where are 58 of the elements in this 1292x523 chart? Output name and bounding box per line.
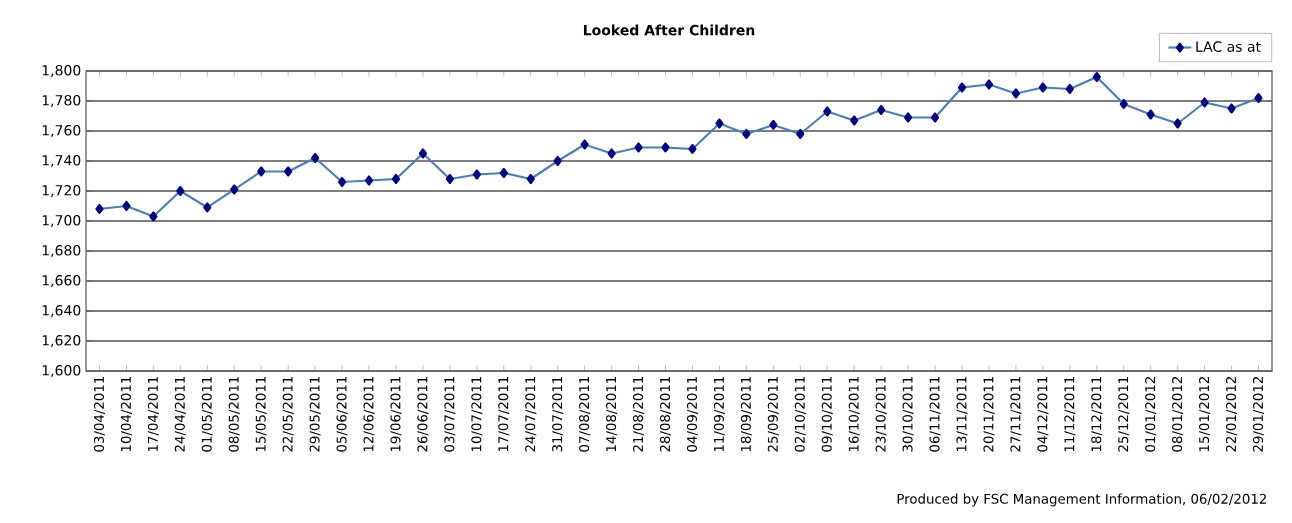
legend-label: LAC as at [1196,41,1261,52]
x-tick-label: 09/10/2011 [821,376,833,452]
x-tick-label: 08/05/2011 [228,376,240,452]
x-tick-label: 14/08/2011 [606,376,618,452]
y-tick-label: 1,780 [42,94,81,107]
x-tick-label: 11/09/2011 [713,376,725,452]
y-tick-label: 1,680 [42,244,81,257]
x-tick-label: 05/06/2011 [336,376,348,452]
y-tick-label: 1,620 [42,334,81,347]
y-tick-label: 1,700 [42,214,81,227]
x-tick-label: 24/04/2011 [174,376,186,452]
y-tick-label: 1,600 [42,364,81,377]
x-tick-label: 08/01/2012 [1172,377,1184,452]
x-tick-label: 28/08/2011 [659,376,672,452]
x-tick-label: 29/05/2011 [309,376,321,452]
x-tick-label: 20/11/2011 [983,376,995,452]
x-tick-label: 21/08/2011 [632,376,645,452]
x-tick-label: 22/05/2011 [282,376,294,452]
y-tick-label: 1,760 [42,124,81,137]
x-tick-label: 25/09/2011 [767,376,779,452]
x-tick-label: 18/09/2011 [740,376,752,452]
x-tick-label: 03/04/2011 [93,376,106,452]
x-tick-label: 25/12/2011 [1118,376,1130,452]
x-tick-label: 18/12/2011 [1091,376,1103,452]
x-tick-label: 01/01/2012 [1145,377,1157,452]
x-tick-label: 24/07/2011 [525,376,537,452]
x-tick-label: 11/12/2011 [1064,376,1076,452]
y-tick-label: 1,660 [42,274,81,287]
y-tick-label: 1,800 [42,64,81,77]
x-tick-label: 29/01/2012 [1252,377,1265,452]
x-tick-label: 03/07/2011 [444,376,456,452]
x-tick-label: 15/01/2012 [1199,377,1211,452]
x-tick-label: 04/09/2011 [686,376,699,452]
x-tick-label: 07/08/2011 [579,376,591,452]
text: Produced by FSC Management Information, 06/02/2012 [897,493,1266,507]
y-tick-label: 1,740 [42,154,81,167]
x-tick-label: 12/06/2011 [363,376,375,452]
y-tick-label: 1,640 [42,304,81,317]
x-tick-label: 02/10/2011 [794,376,806,452]
x-tick-label: 06/11/2011 [929,376,941,452]
x-tick-label: 10/07/2011 [471,376,483,452]
y-tick-label: 1,720 [42,184,81,197]
x-tick-label: 26/06/2011 [417,376,429,452]
x-tick-label: 31/07/2011 [552,376,564,452]
x-tick-label: 23/10/2011 [875,376,887,452]
x-tick-label: 04/12/2011 [1037,376,1049,452]
x-tick-label: 01/05/2011 [201,376,213,452]
x-tick-label: 22/01/2012 [1225,377,1238,452]
x-tick-label: 27/11/2011 [1010,376,1022,452]
chart-title: Looked After Children [583,24,755,36]
x-tick-label: 13/11/2011 [956,376,968,452]
x-tick-label: 19/06/2011 [390,376,402,452]
x-tick-label: 17/07/2011 [498,376,510,452]
x-tick-label: 30/10/2011 [902,376,914,452]
x-tick-label: 17/04/2011 [147,376,159,452]
x-tick-label: 10/04/2011 [120,376,132,452]
x-tick-label: 16/10/2011 [848,376,860,452]
x-tick-label: 15/05/2011 [255,376,267,452]
